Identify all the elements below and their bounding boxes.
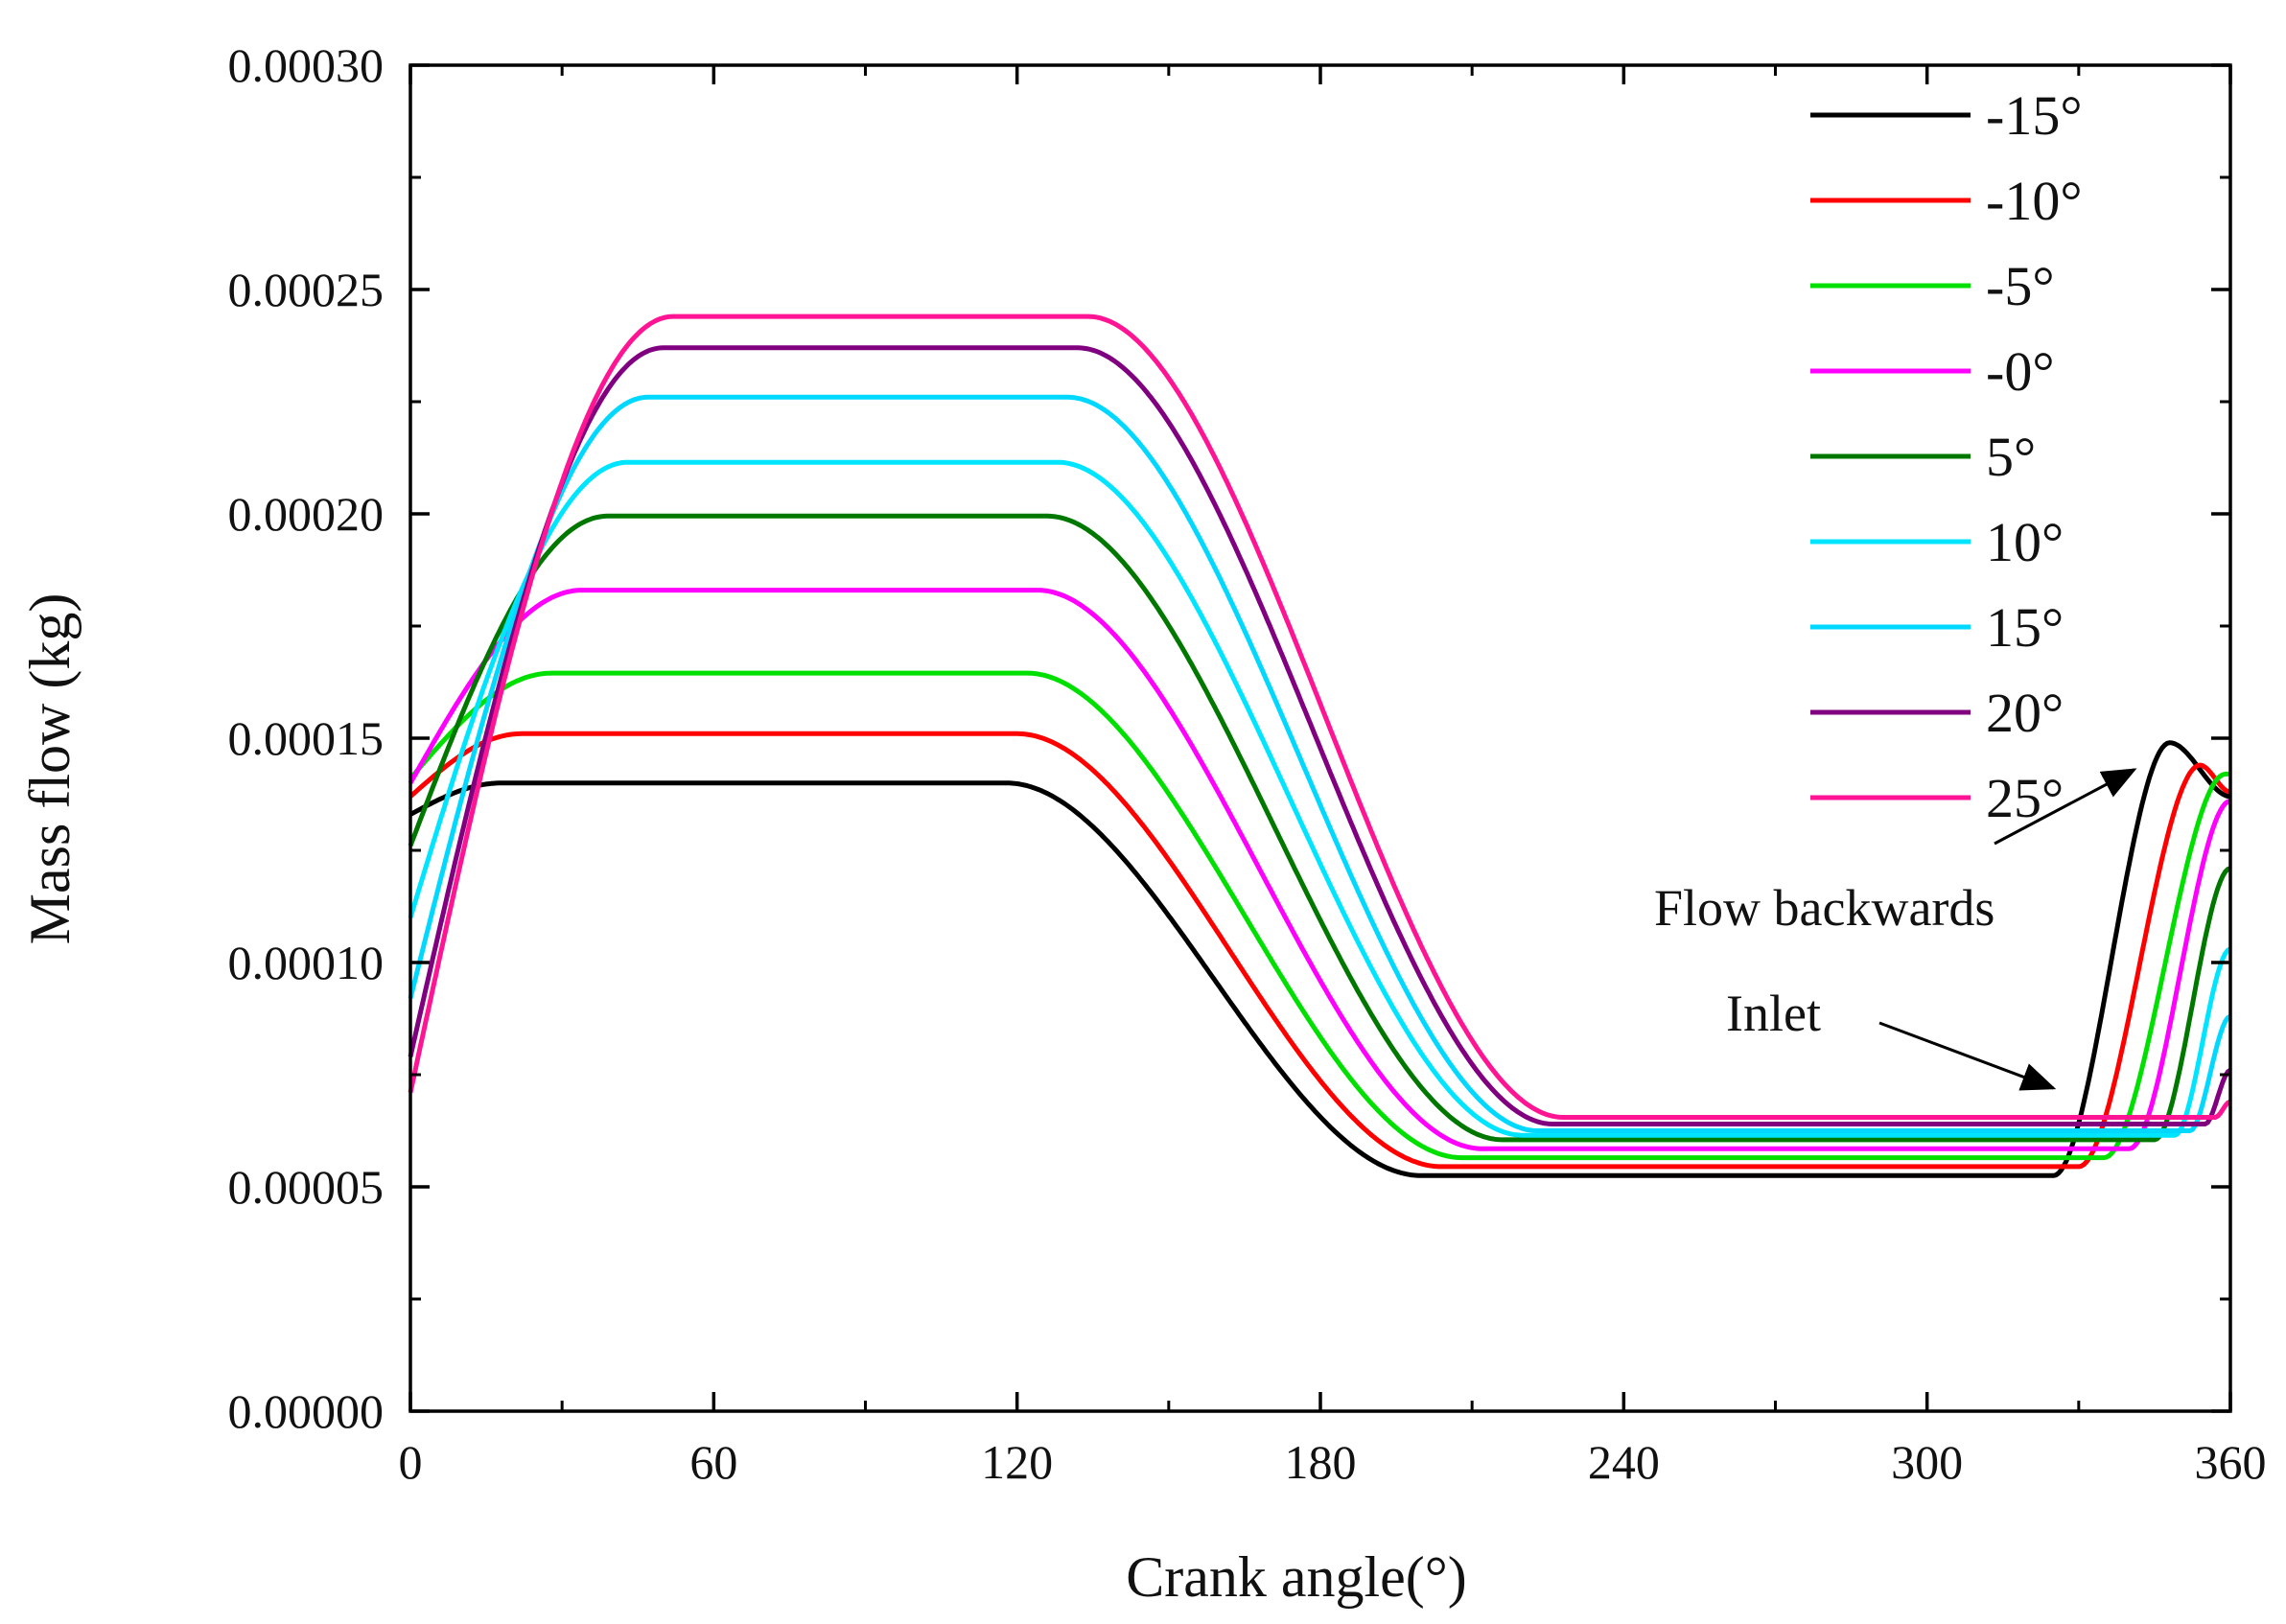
y-axis-title: Mass flow (kg) bbox=[18, 593, 82, 945]
annotation-label-1: Flow backwards bbox=[1654, 879, 1994, 937]
x-tick-label: 0 bbox=[399, 1435, 423, 1489]
legend-label-2: -10° bbox=[1986, 170, 2083, 232]
y-tick-label: 0.00010 bbox=[228, 936, 385, 989]
series-line-9 bbox=[408, 313, 2232, 1120]
annotation-label-2: Inlet bbox=[1726, 985, 1821, 1042]
x-tick-label: 240 bbox=[1588, 1435, 1660, 1489]
legend-label-7: 15° bbox=[1986, 596, 2064, 659]
x-tick-label: 300 bbox=[1891, 1435, 1963, 1489]
legend-label-9: 25° bbox=[1986, 767, 2064, 829]
x-axis-title: Crank angle(°) bbox=[1126, 1545, 1467, 1609]
legend-label-1: -15° bbox=[1986, 84, 2083, 147]
y-tick-label: 0.00025 bbox=[228, 263, 385, 316]
annotations: Flow backwards Inlet bbox=[1654, 768, 2137, 1091]
y-tick-label: 0.00030 bbox=[228, 38, 385, 92]
y-tick-label: 0.00005 bbox=[228, 1160, 385, 1214]
x-tick-label: 360 bbox=[2195, 1435, 2267, 1489]
legend-label-3: -5° bbox=[1986, 255, 2055, 317]
legend: -15° -10° -5° -0° 5° 10° 15° 20° 25° bbox=[1810, 84, 2083, 829]
x-tick-label: 120 bbox=[981, 1435, 1053, 1489]
y-tick-label: 0.00015 bbox=[228, 711, 385, 765]
legend-label-4: -0° bbox=[1986, 340, 2055, 403]
series-line-5 bbox=[408, 513, 2231, 1143]
y-tick-label: 0.00020 bbox=[228, 487, 385, 541]
series-line-8 bbox=[408, 345, 2232, 1126]
y-tick-label: 0.00000 bbox=[228, 1384, 385, 1438]
x-tick-label: 60 bbox=[689, 1435, 737, 1489]
legend-label-5: 5° bbox=[1986, 426, 2036, 488]
series-line-1 bbox=[408, 740, 2231, 1178]
series-line-4 bbox=[408, 588, 2231, 1151]
series-line-3 bbox=[408, 670, 2230, 1161]
annotation-arrow-2 bbox=[1878, 1021, 2057, 1091]
x-tick-label: 180 bbox=[1285, 1435, 1357, 1489]
series-layer bbox=[408, 313, 2232, 1178]
legend-label-6: 10° bbox=[1986, 511, 2064, 573]
annotation-arrow-1 bbox=[1994, 768, 2137, 846]
series-line-2 bbox=[408, 731, 2231, 1170]
axes-layer: 0 60 120 180 240 300 360 0.00000 0.00005 0.00010 0… bbox=[228, 38, 2267, 1489]
series-line-6 bbox=[408, 459, 2231, 1138]
series-line-7 bbox=[408, 394, 2232, 1133]
legend-label-8: 20° bbox=[1986, 682, 2064, 744]
